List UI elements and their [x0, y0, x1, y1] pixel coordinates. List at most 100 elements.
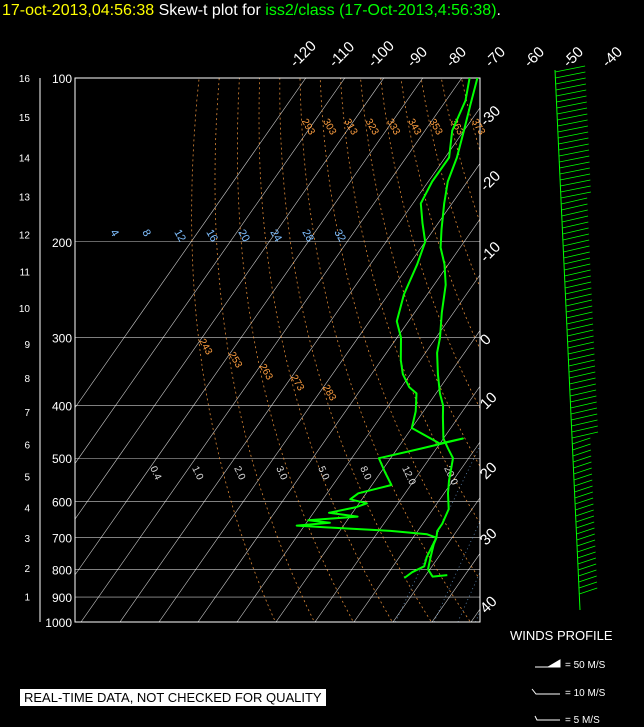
- wind-barb: [562, 233, 589, 241]
- wind-barb: [568, 365, 596, 373]
- wind-barb: [573, 455, 592, 463]
- height-label: 11: [20, 268, 31, 279]
- wind-barb: [574, 491, 593, 499]
- wind-barb: [557, 119, 588, 127]
- wind-barb: [569, 371, 596, 379]
- isotherm-right-label: -20: [477, 167, 504, 194]
- wind-barb: [572, 437, 591, 445]
- isotherm-label: -90: [404, 43, 431, 70]
- winds-profile: [531, 65, 599, 721]
- pressure-label: 100: [52, 72, 72, 86]
- height-label: 13: [19, 192, 31, 203]
- wind-barb: [567, 329, 594, 337]
- wind-barb: [570, 401, 597, 409]
- wind-barb: [576, 533, 595, 541]
- wind-barb: [576, 539, 596, 547]
- wind-barb: [577, 551, 596, 559]
- wind-barb: [560, 173, 591, 181]
- title-label: Skew-t plot for: [158, 2, 261, 19]
- wind-barb: [560, 185, 591, 193]
- mixing-ratio-label: 16: [203, 228, 220, 245]
- mixing-ratio-line: [489, 242, 644, 622]
- mixing-ratio-label: 4: [107, 228, 120, 239]
- wind-barb: [556, 95, 587, 103]
- wind-barb: [555, 77, 586, 85]
- wet-adiabat-label: 1.0: [189, 465, 205, 483]
- isotherm-line: [392, 497, 480, 622]
- height-label: 10: [19, 304, 31, 315]
- height-label: 15: [19, 113, 31, 124]
- wind-barb: [562, 221, 589, 229]
- pressure-label: 600: [52, 495, 72, 509]
- wet-adiabat-label: 8.0: [357, 465, 373, 483]
- wind-barb: [573, 467, 592, 475]
- wind-barb: [555, 65, 586, 73]
- wind-barb: [575, 509, 594, 517]
- wet-adiabat-label: 2.0: [231, 465, 247, 483]
- mixing-ratio-line: [433, 520, 480, 622]
- wind-barb: [578, 575, 597, 583]
- wind-barb: [568, 359, 595, 367]
- dry-adiabat: [420, 78, 480, 289]
- quality-notice: REAL-TIME DATA, NOT CHECKED FOR QUALITY: [20, 689, 326, 706]
- dry-adiabat-label: 283: [320, 383, 338, 403]
- wind-barb: [574, 485, 593, 493]
- wind-barb: [575, 503, 594, 511]
- height-label: 4: [24, 504, 30, 515]
- wind-barb: [565, 287, 592, 295]
- wind-barb: [562, 227, 589, 235]
- dry-adiabat: [279, 78, 432, 622]
- isotherm-line: [119, 107, 480, 622]
- height-label: 1: [24, 593, 30, 604]
- wind-barb: [558, 131, 589, 139]
- dry-adiabat: [440, 78, 480, 224]
- wind-barb: [556, 101, 587, 109]
- plot-frame: [74, 77, 481, 623]
- wind-barb: [574, 497, 594, 505]
- wind-barb: [571, 419, 598, 427]
- wind-barb: [577, 557, 596, 565]
- wind-barb: [569, 377, 596, 385]
- wind-barb: [561, 215, 589, 223]
- dry-adiabat: [236, 78, 354, 622]
- dry-adiabat: [496, 0, 644, 634]
- mixing-ratio-label: 24: [267, 228, 284, 245]
- wind-barb: [570, 407, 598, 415]
- wind-barb: [559, 161, 590, 169]
- wind-barb: [565, 299, 593, 307]
- wind-barb: [559, 155, 590, 163]
- wind-barb: [571, 431, 599, 439]
- wind-barb: [557, 125, 588, 133]
- dry-adiabat-label: 323: [363, 117, 381, 137]
- height-label: 3: [24, 534, 30, 545]
- dry-adiabat: [339, 78, 480, 524]
- pressure-label: 700: [52, 532, 72, 546]
- wind-barb: [572, 443, 591, 451]
- mixing-ratio-label: 32: [331, 228, 348, 245]
- dry-adiabat-label: 303: [320, 117, 338, 137]
- mixing-ratio-line: [395, 445, 480, 622]
- isotherm-label: -40: [599, 43, 626, 70]
- wind-barb: [566, 317, 593, 325]
- wind-barb: [565, 293, 592, 301]
- dry-adiabat-label: 253: [226, 350, 244, 370]
- dry-adiabat: [214, 78, 315, 622]
- title-date: 17-oct-2013,04:56:38: [2, 2, 155, 19]
- isotherm-line: [549, 78, 644, 622]
- wind-barb: [569, 383, 596, 391]
- wind-key-5: = 5 M/S: [565, 715, 600, 726]
- height-label: 7: [24, 408, 30, 419]
- wind-barb: [558, 149, 590, 157]
- mixing-ratio-label: 20: [235, 228, 252, 245]
- pressure-label: 500: [52, 452, 72, 466]
- wind-barb: [567, 341, 594, 349]
- wind-barb: [564, 269, 591, 277]
- isotherm-line: [431, 552, 480, 622]
- dewpoint-line: [295, 78, 471, 579]
- wind-barb: [561, 203, 588, 211]
- wind-barb: [555, 83, 587, 91]
- wind-barb: [566, 305, 593, 313]
- wet-adiabat-label: 12.0: [399, 465, 417, 488]
- dry-adiabat: [191, 78, 276, 622]
- wind-barb: [561, 197, 588, 205]
